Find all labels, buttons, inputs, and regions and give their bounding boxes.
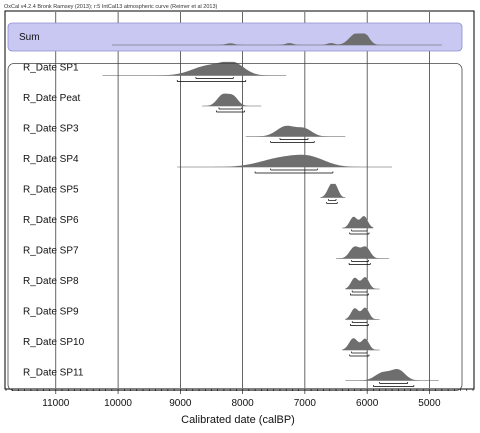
row-r-date-sp5: R_Date SP5 bbox=[23, 183, 346, 204]
x-tick-label: 6000 bbox=[356, 398, 379, 409]
row-r-date-sp7: R_Date SP7 bbox=[23, 246, 389, 265]
row-r-date-sp10: R_Date SP10 bbox=[23, 337, 380, 357]
row-r-date-sp3: R_Date SP3 bbox=[23, 124, 346, 143]
x-tick-label: 11000 bbox=[42, 398, 70, 409]
row-label: R_Date SP10 bbox=[23, 337, 85, 348]
row-label: R_Date Peat bbox=[23, 93, 80, 104]
sum-highlight-band bbox=[7, 22, 463, 52]
row-label: R_Date SP7 bbox=[23, 246, 79, 257]
row-r-date-sp6: R_Date SP6 bbox=[23, 215, 374, 235]
row-r-date-sp8: R_Date SP8 bbox=[23, 276, 380, 296]
probability-distribution bbox=[342, 216, 374, 228]
row-label: R_Date SP11 bbox=[23, 368, 84, 379]
x-tick-label: 9000 bbox=[169, 398, 192, 409]
rows: Sum R_Date SP1 R_Date Peat R_Date SP3 R_Date… bbox=[7, 22, 463, 391]
row-r-date-sp11: R_Date SP11 bbox=[23, 368, 439, 387]
row-label: R_Date SP4 bbox=[23, 154, 79, 165]
row-label: R_Date SP5 bbox=[23, 185, 79, 196]
row-label: R_Date SP3 bbox=[23, 124, 79, 135]
probability-distribution bbox=[345, 369, 439, 381]
row-label: Sum bbox=[19, 32, 40, 43]
row-label: R_Date SP8 bbox=[23, 276, 79, 287]
x-axis: 11000 10000 9000 8000 7000 6000 5000 bbox=[5, 389, 474, 409]
x-tick-label: 10000 bbox=[104, 398, 132, 409]
row-r-date-sp1: R_Date SP1 bbox=[23, 61, 287, 82]
x-axis-label: Calibrated date (calBP) bbox=[181, 414, 295, 426]
probability-distribution bbox=[245, 125, 346, 137]
probability-distribution bbox=[336, 246, 389, 259]
x-tick-label: 8000 bbox=[231, 398, 254, 409]
header-text: OxCal v4.2.4 Bronk Ramsey (2013); r:5 In… bbox=[4, 4, 218, 10]
row-label: R_Date SP1 bbox=[23, 63, 79, 74]
row-label: R_Date SP9 bbox=[23, 307, 79, 318]
row-r-date-sp4: R_Date SP4 bbox=[23, 154, 393, 174]
dates-group-box bbox=[7, 63, 463, 391]
row-label: R_Date SP6 bbox=[23, 215, 79, 226]
probability-distribution bbox=[102, 61, 287, 76]
x-tick-label: 7000 bbox=[294, 398, 317, 409]
probability-distribution bbox=[320, 183, 346, 198]
probability-distribution bbox=[345, 277, 380, 289]
x-tick-label: 5000 bbox=[418, 398, 441, 409]
probability-distribution bbox=[202, 93, 262, 106]
probability-distribution bbox=[177, 154, 393, 167]
probability-distribution bbox=[345, 307, 380, 320]
probability-distribution bbox=[342, 338, 380, 350]
row-r-date-sp9: R_Date SP9 bbox=[23, 307, 380, 326]
row-r-date-peat: R_Date Peat bbox=[23, 93, 262, 113]
probability-distribution bbox=[111, 33, 442, 45]
row-sum: Sum bbox=[7, 22, 463, 52]
